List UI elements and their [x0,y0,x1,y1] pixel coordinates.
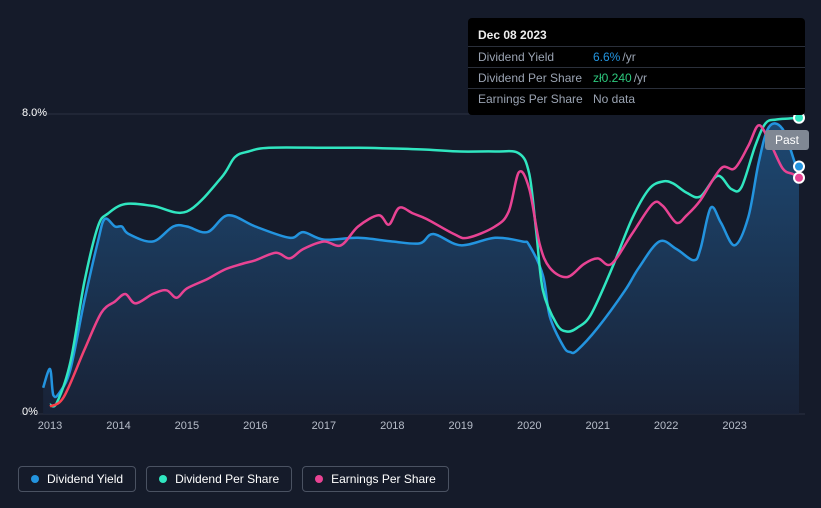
legend: Dividend Yield Dividend Per Share Earnings… [18,466,449,492]
dividend-chart: 8.0% 0% 2013 2014 2015 2016 2017 2018 2019 2020… [0,0,821,508]
end-marker [794,162,804,172]
legend-item-dividend-yield[interactable]: Dividend Yield [18,466,136,492]
end-marker [794,173,804,183]
legend-label: Dividend Yield [47,472,123,486]
legend-label: Earnings Per Share [331,472,436,486]
tooltip-date: Dec 08 2023 [468,24,805,46]
y-tick-min: 0% [22,406,38,418]
tooltip-row-eps: Earnings Per Share No data [468,88,805,109]
x-tick: 2014 [106,420,130,432]
x-axis: 2013 2014 2015 2016 2017 2018 2019 2020 2021 2022… [0,420,821,440]
tooltip-value: 6.6% [593,50,620,64]
tooltip-label: Dividend Yield [478,50,593,64]
x-tick: 2020 [517,420,541,432]
x-tick: 2017 [312,420,336,432]
tooltip-row-dps: Dividend Per Share zł0.240 /yr [468,67,805,88]
tooltip-value: No data [593,92,635,106]
x-tick: 2013 [38,420,62,432]
legend-dot-icon [159,475,167,483]
x-tick: 2022 [654,420,678,432]
tooltip-suffix: /yr [634,71,647,85]
y-tick-max: 8.0% [22,107,47,119]
legend-label: Dividend Per Share [175,472,279,486]
data-tooltip: Dec 08 2023 Dividend Yield 6.6% /yr Divi… [468,18,805,115]
x-tick: 2019 [449,420,473,432]
x-tick: 2016 [243,420,267,432]
tooltip-suffix: /yr [622,50,635,64]
x-tick: 2021 [585,420,609,432]
legend-dot-icon [315,475,323,483]
x-tick: 2015 [175,420,199,432]
tooltip-row-yield: Dividend Yield 6.6% /yr [468,46,805,67]
legend-item-earnings-per-share[interactable]: Earnings Per Share [302,466,449,492]
legend-dot-icon [31,475,39,483]
tooltip-label: Dividend Per Share [478,71,593,85]
tooltip-value: zł0.240 [593,71,632,85]
tooltip-label: Earnings Per Share [478,92,593,106]
x-tick: 2023 [722,420,746,432]
past-badge: Past [765,130,809,150]
x-tick: 2018 [380,420,404,432]
legend-item-dividend-per-share[interactable]: Dividend Per Share [146,466,292,492]
